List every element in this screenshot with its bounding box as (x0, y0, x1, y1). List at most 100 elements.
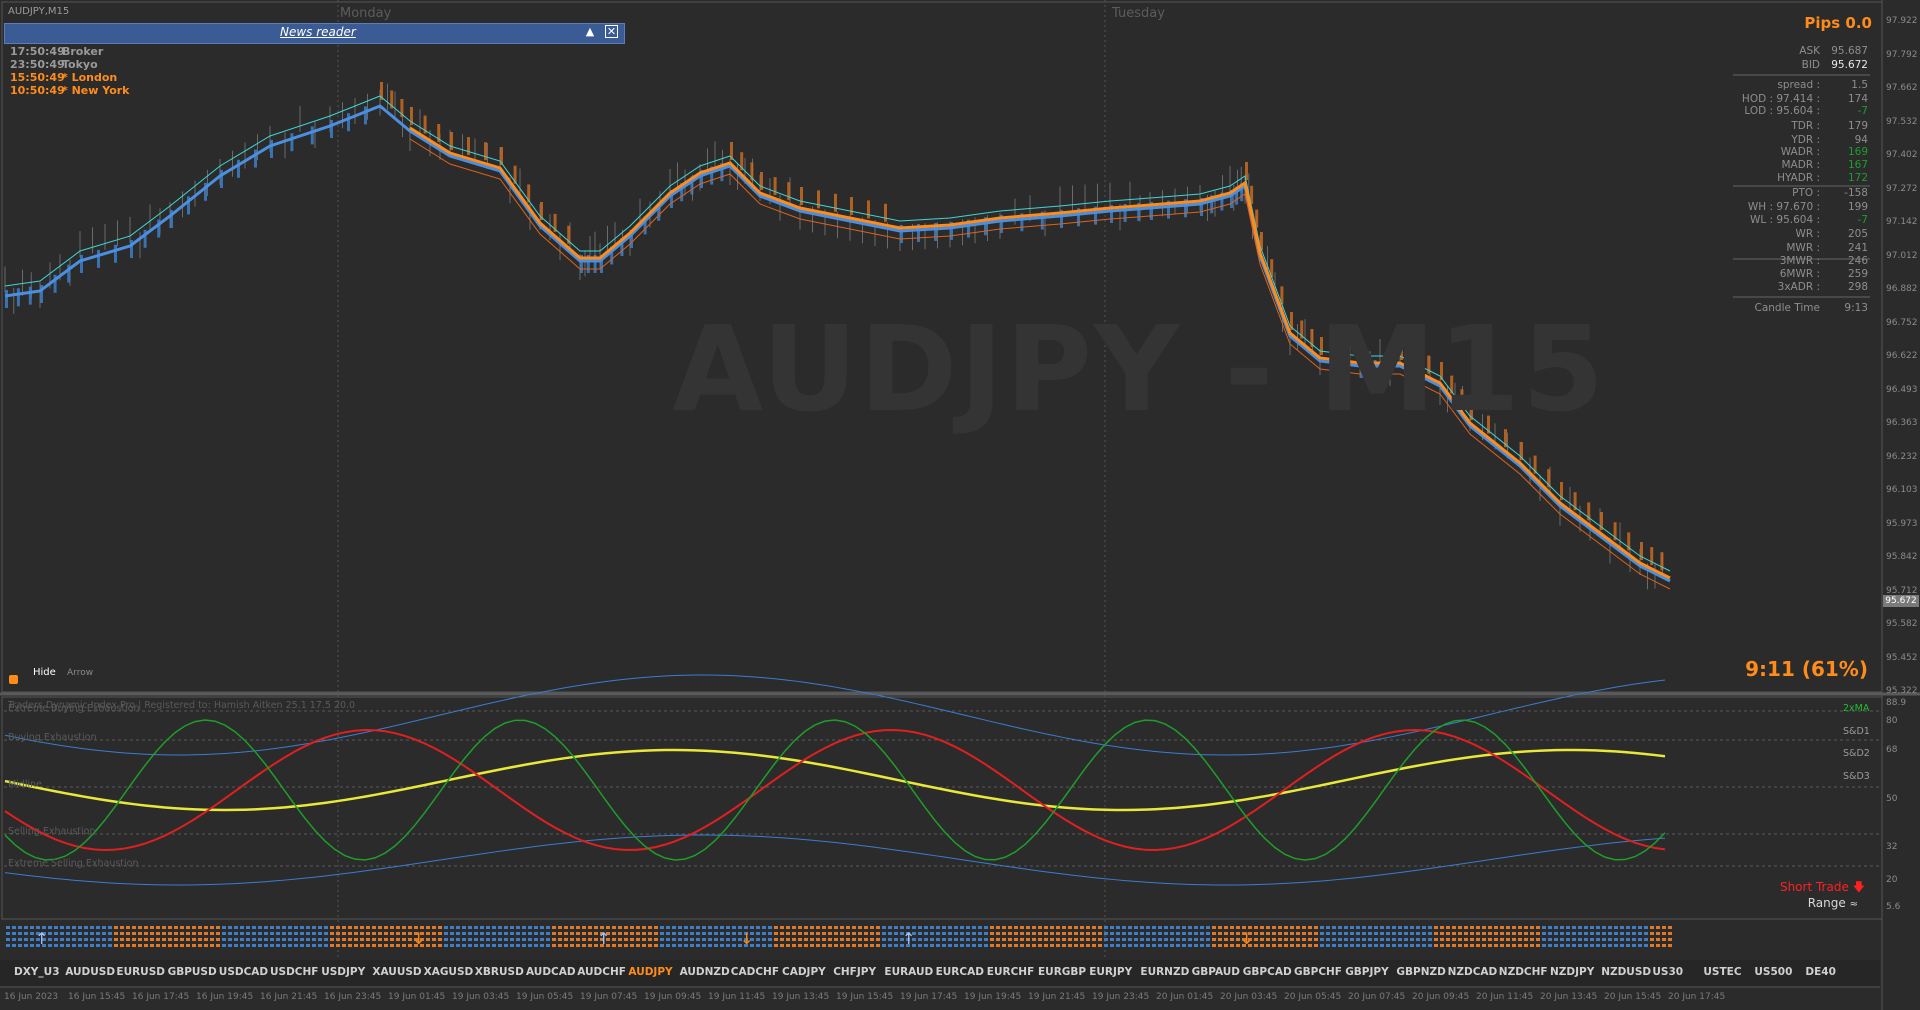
signal-dot (426, 944, 430, 947)
cloud-bar (950, 222, 953, 240)
signal-dot (1560, 932, 1564, 935)
news-reader-label[interactable]: News reader (280, 25, 356, 39)
symbol-tab[interactable]: EURNZD (1140, 966, 1190, 978)
signal-dot (1386, 932, 1390, 935)
symbol-tab[interactable]: XAUUSD (372, 966, 422, 978)
cloud-bar (787, 182, 791, 201)
symbol-tab[interactable]: EURCAD (935, 966, 984, 978)
signal-dot (396, 938, 400, 941)
signal-dot (1650, 926, 1654, 929)
signal-dot (1398, 926, 1402, 929)
signal-dot (804, 926, 808, 929)
symbol-tab[interactable]: USDCAD (218, 966, 269, 978)
session-name: * New York (62, 84, 130, 97)
symbol-tab[interactable]: USTEC (1703, 966, 1742, 978)
arrow-button[interactable]: Arrow (67, 668, 94, 678)
collapse-icon[interactable]: ▲ (585, 25, 595, 38)
symbol-tab[interactable]: AUDJPY (628, 966, 673, 978)
signal-dot (318, 944, 322, 947)
range-icon: ≈ (1849, 899, 1858, 910)
session-name: Tokyo (62, 58, 98, 71)
signal-dot (1482, 944, 1486, 947)
signal-dot (204, 938, 208, 941)
signal-dot (702, 926, 706, 929)
symbol-tab[interactable]: USDJPY (321, 966, 366, 978)
signal-dot (126, 944, 130, 947)
symbol-tab[interactable]: EURGBP (1038, 966, 1087, 978)
signal-dot (1278, 926, 1282, 929)
signal-dot (1440, 926, 1444, 929)
signal-dot (990, 938, 994, 941)
signal-dot (270, 944, 274, 947)
signal-dot (1230, 938, 1234, 941)
symbol-tab[interactable]: DE40 (1805, 966, 1836, 978)
signal-dot (1110, 932, 1114, 935)
cloud-bar (1040, 211, 1044, 230)
symbol-tab[interactable]: CHFJPY (833, 966, 877, 978)
symbol-tab[interactable]: CADCHF (730, 966, 780, 978)
signal-dot (1380, 944, 1384, 947)
signal-dot (1428, 926, 1432, 929)
signal-dot (570, 944, 574, 947)
signal-dot (1098, 944, 1102, 947)
symbol-tab[interactable]: EURCHF (986, 966, 1035, 978)
signal-dot (684, 938, 688, 941)
signal-dot (366, 944, 370, 947)
signal-dot (330, 944, 334, 947)
signal-dot (1164, 932, 1168, 935)
symbol-tab[interactable]: XBRUSD (474, 966, 524, 978)
symbol-tab[interactable]: DXY_U3 (14, 966, 60, 978)
hide-button[interactable]: Hide (33, 667, 56, 678)
symbol-tab[interactable]: GBPCHF (1294, 966, 1342, 978)
signal-dot (768, 926, 772, 929)
signal-dot (1410, 938, 1414, 941)
date-axis-label: 19 Jun 05:45 (516, 992, 574, 1002)
symbol-tab[interactable]: NZDJPY (1550, 966, 1595, 978)
symbol-tab[interactable]: NZDUSD (1601, 966, 1652, 978)
signal-dot (78, 938, 82, 941)
signal-dot (1608, 926, 1612, 929)
signal-dot (48, 938, 52, 941)
symbol-tab[interactable]: EURAUD (884, 966, 934, 978)
symbol-tab[interactable]: GBPAUD (1191, 966, 1240, 978)
signal-dot (1320, 944, 1324, 947)
settings-toggle-icon[interactable] (9, 675, 18, 684)
signal-dot (1308, 926, 1312, 929)
signal-dot (840, 932, 844, 935)
signal-dot (1104, 932, 1108, 935)
signal-dot (804, 932, 808, 935)
signal-dot (330, 938, 334, 941)
signal-dot (1668, 926, 1672, 929)
signal-dot (1662, 944, 1666, 947)
signal-dot (1152, 926, 1156, 929)
signal-dot (1260, 932, 1264, 935)
indicator-right-label: S&D3 (1843, 771, 1870, 782)
symbol-tab[interactable]: USDCHF (270, 966, 319, 978)
signal-dot (984, 944, 988, 947)
symbol-tab[interactable]: AUDCAD (526, 966, 576, 978)
signal-dot (474, 926, 478, 929)
signal-dot (546, 932, 550, 935)
news-reader-bar[interactable]: News reader ▲ ✕ (4, 23, 625, 44)
symbol-tab[interactable]: AUDCHF (577, 966, 626, 978)
close-icon[interactable]: ✕ (605, 25, 618, 38)
signal-dot (972, 938, 976, 941)
symbol-tab[interactable]: GBPJPY (1345, 966, 1389, 978)
symbol-tab[interactable]: NZDCHF (1498, 966, 1548, 978)
symbol-tab[interactable]: XAGUSD (423, 966, 474, 978)
symbol-tab[interactable]: CADJPY (782, 966, 826, 978)
symbol-tab[interactable]: EURJPY (1089, 966, 1133, 978)
symbol-tab[interactable]: NZDCAD (1447, 966, 1498, 978)
symbol-tab[interactable]: US500 (1754, 966, 1793, 978)
symbol-tab[interactable]: EURUSD (116, 966, 165, 978)
symbol-tab[interactable]: AUDUSD (65, 966, 116, 978)
signal-dot (1314, 926, 1318, 929)
signal-dot (666, 938, 670, 941)
symbol-tab[interactable]: GBPCAD (1242, 966, 1292, 978)
signal-dot (762, 938, 766, 941)
symbol-tab[interactable]: US30 (1652, 966, 1684, 978)
symbol-tab[interactable]: GBPUSD (167, 966, 217, 978)
symbol-tab[interactable]: AUDNZD (679, 966, 730, 978)
symbol-tab[interactable]: GBPNZD (1396, 966, 1446, 978)
